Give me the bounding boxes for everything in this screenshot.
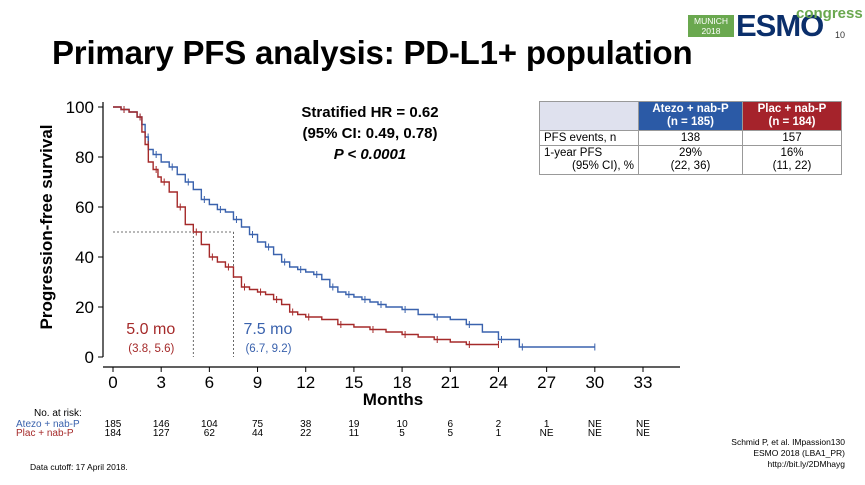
risk-count: 146	[152, 419, 170, 430]
hazard-ratio-box: Stratified HR = 0.62 (95% CI: 0.49, 0.78…	[270, 102, 470, 165]
hr-line: Stratified HR = 0.62	[301, 104, 439, 121]
header-plac-arm: Plac + nab-P	[757, 103, 827, 115]
risk-count: 5	[447, 428, 454, 439]
y-tick-label: 20	[75, 298, 94, 317]
risk-count: 22	[300, 428, 312, 439]
risk-count: 6	[447, 419, 454, 430]
risk-count: NE	[636, 428, 650, 439]
x-tick-label: 18	[393, 373, 412, 392]
citation-link: http://bit.ly/2DMhayg	[767, 459, 845, 469]
risk-count: 62	[203, 428, 215, 439]
x-tick-label: 0	[108, 373, 117, 392]
risk-count: 127	[152, 428, 170, 439]
row-label: 1-year PFS (95% CI), %	[539, 145, 639, 175]
risk-count: 104	[201, 419, 218, 430]
median-label-atezo: 7.5 mo	[243, 321, 292, 338]
risk-count: 11	[348, 428, 360, 439]
x-tick-label: 12	[296, 373, 315, 392]
risk-count: 1	[495, 428, 502, 439]
x-tick-label: 3	[156, 373, 165, 392]
cell-plac-1yr-value: 16%	[780, 147, 804, 159]
risk-row-label: Atezo + nab-P	[16, 419, 80, 430]
risk-count: 10	[396, 419, 408, 430]
x-tick-label: 30	[585, 373, 604, 392]
data-cutoff: Data cutoff: 17 April 2018.	[30, 462, 128, 472]
header-atezo: Atezo + nab-P (n = 185)	[638, 101, 743, 131]
header-atezo-n: (n = 185)	[667, 116, 714, 128]
series-line-atezo	[113, 106, 595, 348]
risk-count: 185	[104, 419, 122, 430]
risk-count: 75	[251, 419, 264, 430]
slide-number: 10	[834, 30, 845, 40]
y-tick-label: 40	[75, 248, 94, 267]
p-value: P < 0.0001	[333, 146, 407, 163]
cell-atezo-1yr: 29% (22, 36)	[638, 145, 743, 175]
median-ci-plac: (3.8, 5.6)	[128, 343, 174, 355]
cell-atezo-1yr-value: 29%	[678, 147, 703, 159]
risk-count: NE	[587, 419, 602, 430]
logo-year: 2018	[701, 26, 721, 36]
x-tick-label: 6	[205, 373, 214, 392]
risk-count: 44	[251, 428, 264, 439]
logo-city: MUNICH	[694, 16, 728, 26]
x-tick-label: 27	[537, 373, 556, 392]
risk-count: 38	[300, 419, 312, 430]
risk-row-label: Plac + nab-P	[16, 428, 74, 439]
header-atezo-arm: Atezo + nab-P	[652, 103, 729, 115]
x-tick-label: 9	[253, 373, 262, 392]
risk-count: 5	[399, 428, 405, 439]
risk-count: 184	[104, 428, 122, 439]
summary-table: Atezo + nab-P (n = 185) Plac + nab-P (n …	[539, 101, 842, 175]
logo-suffix: congress	[796, 5, 863, 22]
x-tick-label: 24	[489, 373, 508, 392]
cell-plac-1yr-ci: (11, 22)	[772, 160, 812, 172]
p-value-line: P < 0.0001	[270, 144, 470, 165]
x-axis-label: Months	[363, 390, 423, 409]
table-row: 1-year PFS (95% CI), % 29% (22, 36) 16% …	[539, 145, 842, 175]
row-label-line2: (95% CI), %	[572, 160, 634, 172]
header-plac: Plac + nab-P (n = 184)	[742, 101, 842, 131]
median-label-plac: 5.0 mo	[126, 321, 175, 338]
citation-line1: Schmid P, et al. IMpassion130	[731, 437, 845, 447]
x-tick-label: 21	[441, 373, 460, 392]
citation-line2: ESMO 2018 (LBA1_PR)	[753, 448, 845, 458]
risk-count: NE	[587, 428, 602, 439]
y-tick-label: 80	[75, 148, 94, 167]
header-plac-n: (n = 184)	[768, 116, 816, 128]
logo-wordmark: ESMO	[736, 8, 824, 43]
page-title: Primary PFS analysis: PD-L1+ population	[52, 34, 693, 71]
risk-count: 1	[543, 419, 550, 430]
y-tick-label: 100	[66, 98, 94, 117]
esmo-logo: MUNICH 2018 ESMO congress	[688, 5, 863, 48]
risk-count: NE	[636, 419, 650, 430]
y-tick-label: 60	[75, 198, 94, 217]
risk-count: 19	[348, 419, 360, 430]
median-ci-atezo: (6.7, 9.2)	[245, 343, 291, 355]
cell-atezo-1yr-ci: (22, 36)	[670, 160, 711, 172]
x-tick-label: 33	[634, 373, 653, 392]
cell-plac-1yr: 16% (11, 22)	[742, 145, 842, 175]
x-tick-label: 15	[344, 373, 363, 392]
risk-count: 2	[495, 419, 502, 430]
risk-table-title: No. at risk:	[34, 408, 82, 419]
y-tick-label: 0	[85, 348, 94, 367]
ci-line: (95% CI: 0.49, 0.78)	[302, 125, 438, 142]
series-line-plac	[113, 106, 499, 346]
citation: Schmid P, et al. IMpassion130 ESMO 2018 …	[731, 437, 845, 470]
table-corner	[539, 101, 639, 131]
risk-count: NE	[539, 428, 554, 439]
y-axis-label: Progression-free survival	[37, 124, 56, 329]
munich-badge: MUNICH 2018	[688, 15, 734, 37]
row-label-line1: 1-year PFS	[544, 147, 603, 159]
